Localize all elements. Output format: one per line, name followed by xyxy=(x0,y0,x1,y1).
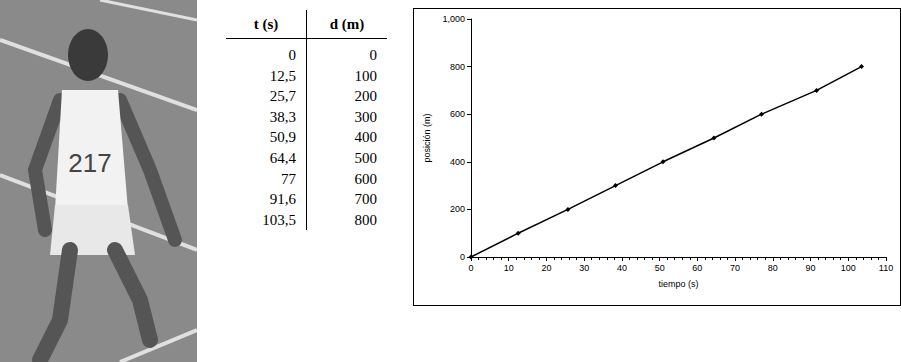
html-text:d (m): d (m) xyxy=(329,15,365,32)
html-text:700: 700 xyxy=(354,191,377,208)
svg-text:0: 0 xyxy=(460,252,465,262)
svg-text:90: 90 xyxy=(806,263,816,273)
html-text:400: 400 xyxy=(354,129,377,146)
html-text:25,7: 25,7 xyxy=(269,88,296,105)
html-text:103,5: 103,5 xyxy=(262,211,296,228)
svg-text:217: 217 xyxy=(68,148,111,178)
html-text:600: 600 xyxy=(354,170,377,187)
html-text:300: 300 xyxy=(354,108,377,125)
html-text:200: 200 xyxy=(354,88,377,105)
svg-text:800: 800 xyxy=(450,62,465,72)
html-text:38,3: 38,3 xyxy=(269,108,296,125)
svg-text:100: 100 xyxy=(841,263,856,273)
html-text:12,5: 12,5 xyxy=(269,67,296,84)
svg-text:50: 50 xyxy=(655,263,665,273)
svg-text:110: 110 xyxy=(879,263,893,273)
svg-text:1,000: 1,000 xyxy=(442,14,465,24)
html-text:800: 800 xyxy=(354,211,377,228)
html-text:500: 500 xyxy=(354,150,377,166)
svg-text:tiempo (s): tiempo (s) xyxy=(658,279,698,289)
html-text:91,6: 91,6 xyxy=(269,191,296,208)
svg-text:200: 200 xyxy=(450,204,465,214)
html-text:0: 0 xyxy=(288,47,296,63)
svg-text:600: 600 xyxy=(450,109,465,119)
svg-text:posición (m): posición (m) xyxy=(422,113,432,162)
svg-text:10: 10 xyxy=(504,263,514,273)
html-text:77: 77 xyxy=(281,170,296,187)
html-text:t (s): t (s) xyxy=(253,15,279,32)
svg-text:400: 400 xyxy=(450,157,465,167)
svg-text:0: 0 xyxy=(468,263,473,273)
svg-text:40: 40 xyxy=(617,263,627,273)
svg-text:60: 60 xyxy=(692,263,702,273)
svg-text:20: 20 xyxy=(541,263,551,273)
svg-text:80: 80 xyxy=(768,263,778,273)
html-text:100: 100 xyxy=(354,67,377,84)
html-text:64,4: 64,4 xyxy=(269,150,296,166)
html-text:0: 0 xyxy=(369,47,377,63)
svg-text:30: 30 xyxy=(579,263,589,273)
svg-text:70: 70 xyxy=(730,263,740,273)
html-text:50,9: 50,9 xyxy=(269,129,296,146)
